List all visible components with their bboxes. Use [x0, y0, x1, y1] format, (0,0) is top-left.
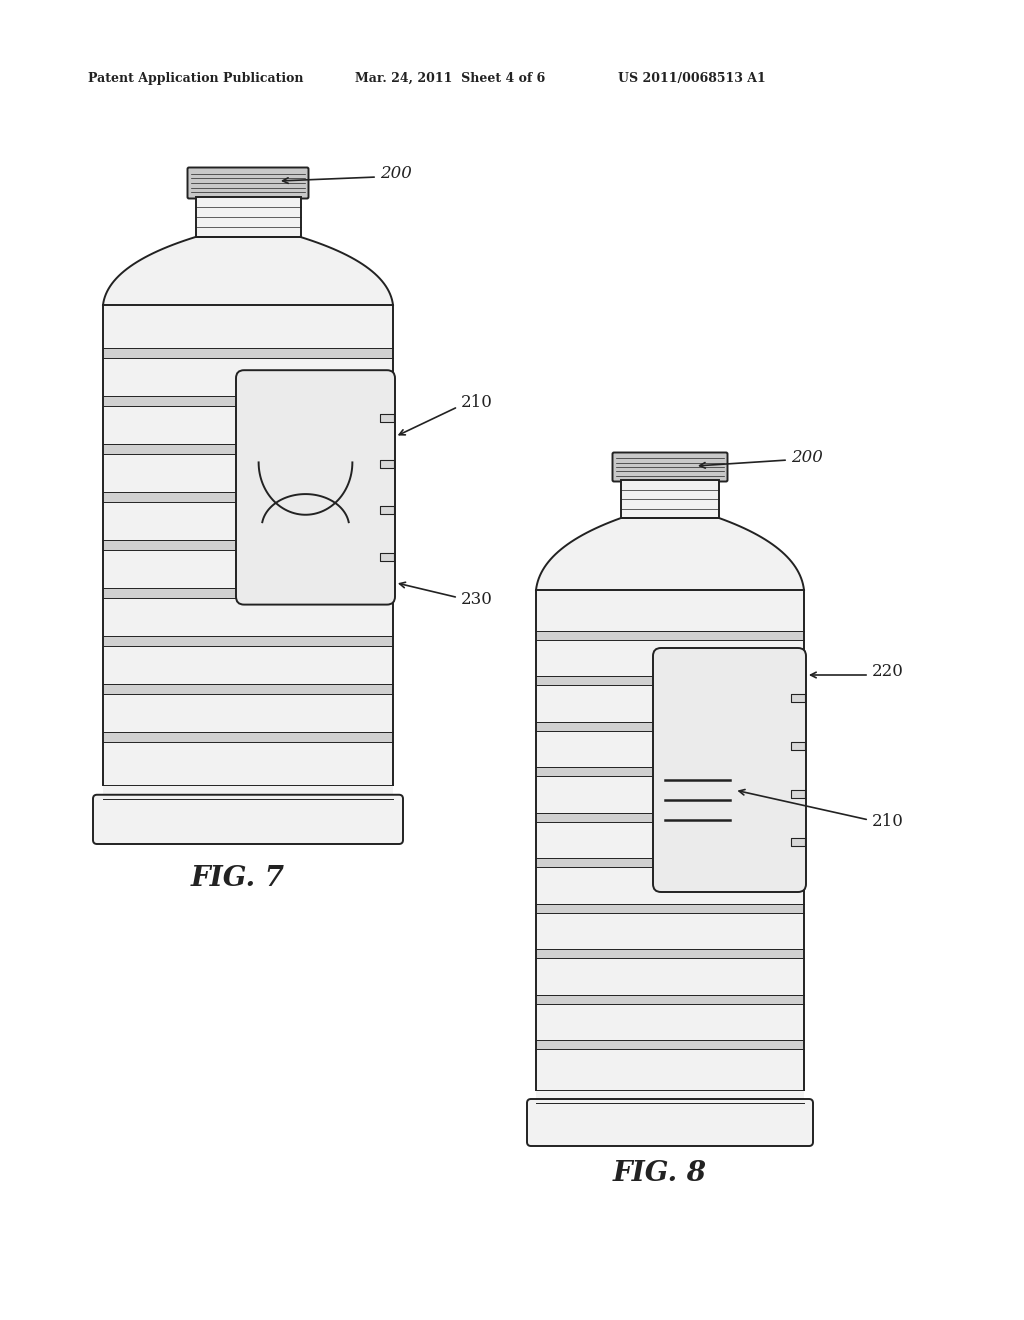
Bar	[103, 733, 393, 742]
Text: 200: 200	[791, 449, 823, 466]
Bar	[621, 480, 719, 517]
Bar	[536, 767, 804, 776]
Polygon shape	[103, 238, 393, 305]
Bar	[536, 994, 804, 1003]
Bar	[103, 396, 393, 407]
Text: FIG. 8: FIG. 8	[613, 1160, 707, 1187]
Text: FIG. 7: FIG. 7	[191, 865, 285, 892]
FancyBboxPatch shape	[527, 1100, 813, 1146]
Bar	[536, 631, 804, 640]
FancyBboxPatch shape	[93, 795, 403, 843]
Text: US 2011/0068513 A1: US 2011/0068513 A1	[618, 73, 766, 84]
Bar	[103, 348, 393, 358]
Text: 210: 210	[872, 813, 904, 830]
Bar	[103, 684, 393, 694]
Bar	[791, 742, 805, 750]
Bar	[791, 838, 805, 846]
Text: Mar. 24, 2011  Sheet 4 of 6: Mar. 24, 2011 Sheet 4 of 6	[355, 73, 545, 84]
Text: 230: 230	[461, 591, 493, 609]
Polygon shape	[536, 517, 804, 590]
Bar	[380, 553, 394, 561]
Bar	[536, 904, 804, 912]
Bar	[536, 1090, 804, 1104]
Bar	[103, 305, 393, 785]
Bar	[536, 1040, 804, 1049]
Bar	[103, 492, 393, 502]
Bar	[196, 197, 300, 238]
Bar	[103, 785, 393, 799]
Bar	[103, 540, 393, 550]
Bar	[536, 858, 804, 867]
Text: 220: 220	[872, 664, 904, 681]
Bar	[536, 949, 804, 958]
Bar	[103, 636, 393, 645]
Bar	[103, 587, 393, 598]
FancyBboxPatch shape	[653, 648, 806, 892]
Bar	[380, 461, 394, 469]
Bar	[791, 694, 805, 702]
Bar	[791, 789, 805, 799]
Bar	[536, 590, 804, 1090]
FancyBboxPatch shape	[187, 168, 308, 198]
Bar	[536, 722, 804, 731]
Bar	[103, 444, 393, 454]
Bar	[380, 507, 394, 515]
FancyBboxPatch shape	[612, 453, 727, 482]
Bar	[536, 813, 804, 822]
Text: 200: 200	[380, 165, 412, 182]
Text: Patent Application Publication: Patent Application Publication	[88, 73, 303, 84]
Bar	[536, 676, 804, 685]
Bar	[380, 414, 394, 422]
Text: 210: 210	[461, 393, 493, 411]
FancyBboxPatch shape	[236, 370, 395, 605]
